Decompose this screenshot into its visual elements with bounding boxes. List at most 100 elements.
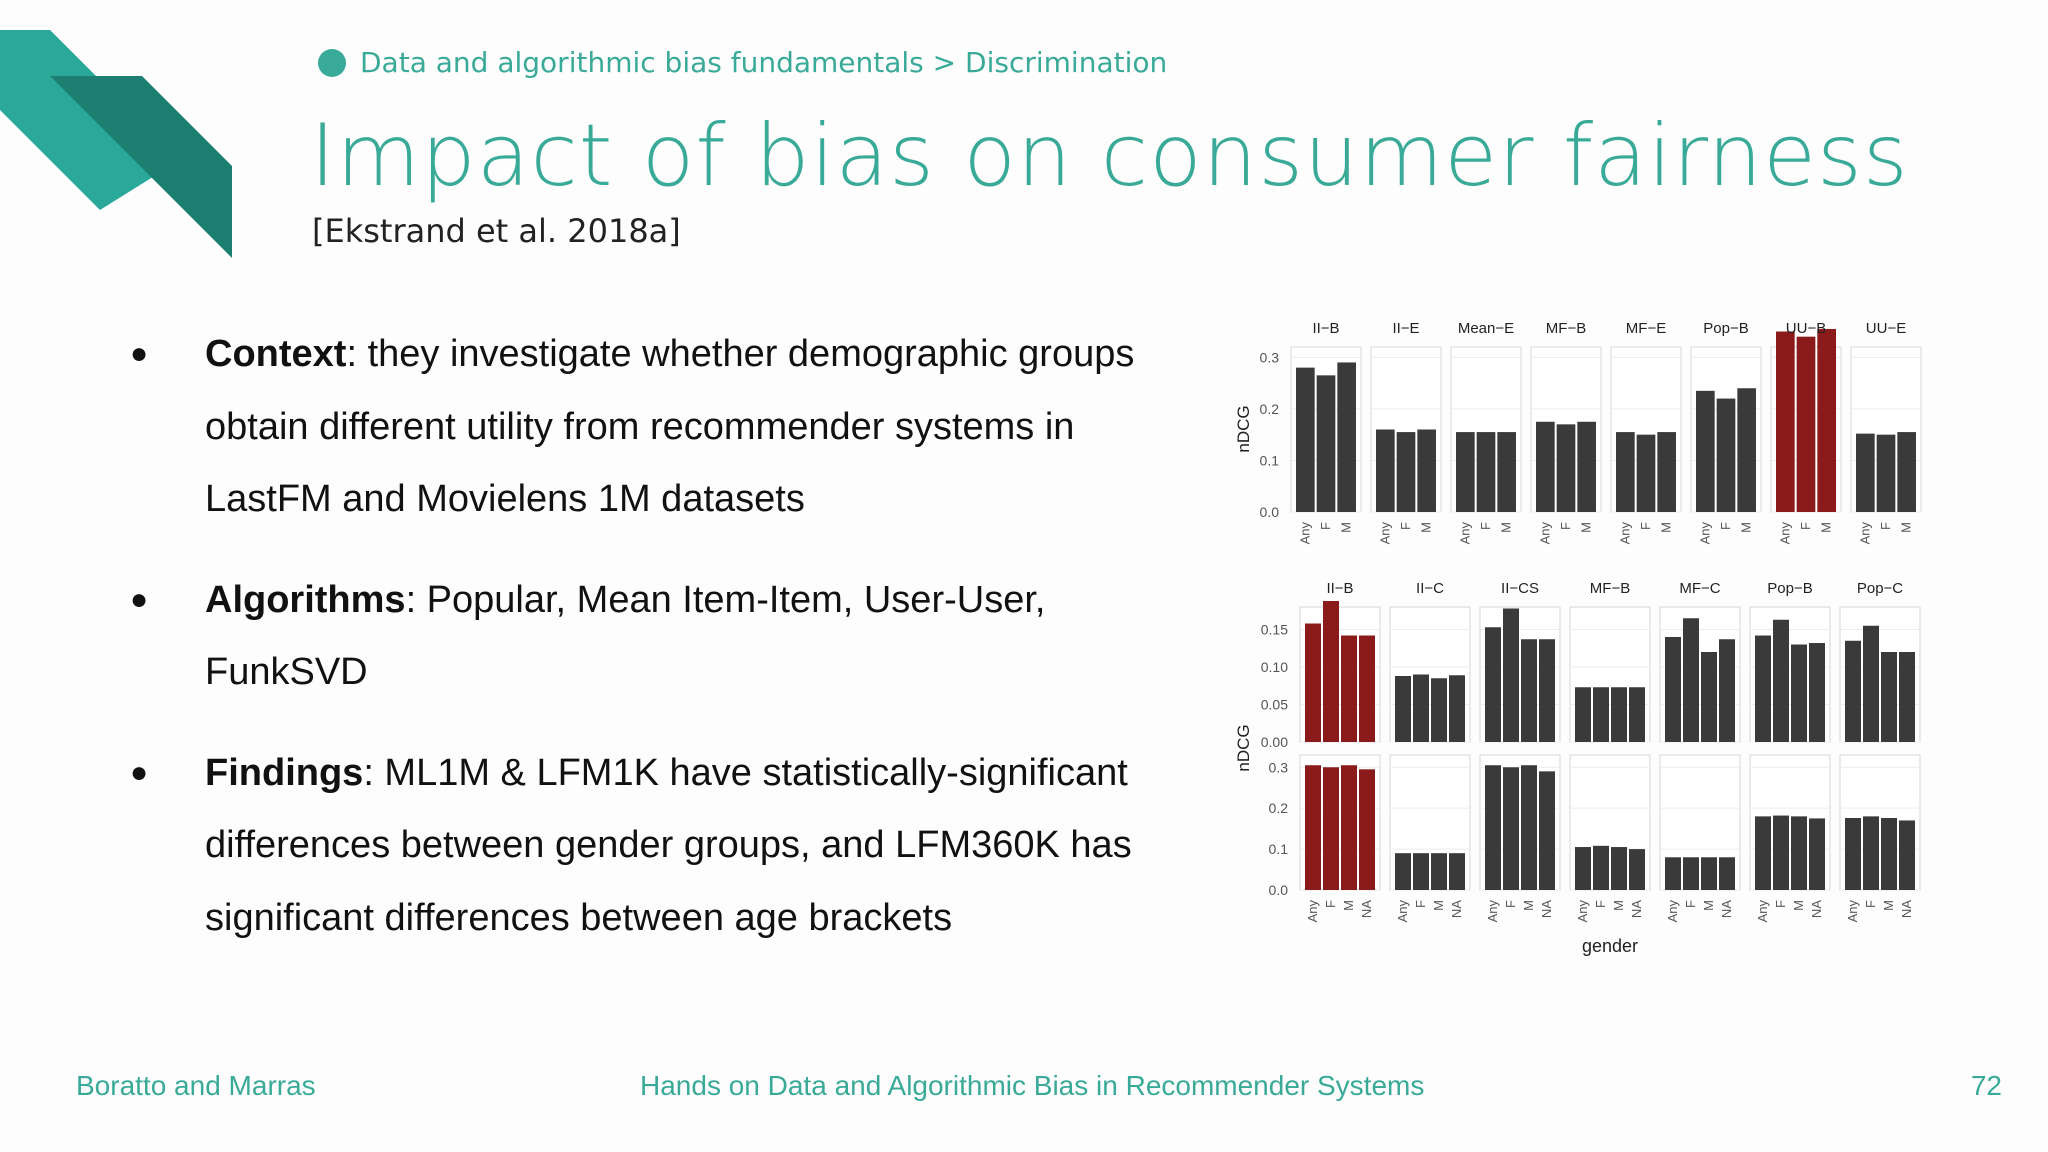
chart-bar [1737, 388, 1756, 512]
corner-decoration [0, 30, 232, 258]
chart-bar [1683, 857, 1699, 890]
chart-bar [1899, 652, 1915, 742]
panel-title: II−E [1392, 320, 1419, 337]
x-axis-label: gender [1582, 936, 1638, 956]
chart-bar [1716, 398, 1736, 512]
bullet-icon: ● [130, 582, 149, 616]
chart-bar [1503, 608, 1519, 742]
x-tick-label: F [1478, 522, 1493, 530]
x-tick-label: M [1899, 522, 1914, 533]
x-tick-label: NA [1899, 900, 1914, 918]
chart-bar [1539, 771, 1555, 890]
panel-title: Pop−B [1703, 320, 1748, 337]
citation: [Ekstrand et al. 2018a] [312, 212, 681, 250]
x-tick-label: Any [1617, 522, 1632, 545]
bullet-icon: ● [130, 755, 149, 789]
chart-bar [1817, 328, 1836, 512]
bullet-text: : they investigate whether demographic g… [205, 333, 1135, 520]
x-tick-label: M [1701, 900, 1716, 911]
bullet-text: : Popular, Mean Item-Item, User-User, Fu… [205, 578, 1046, 694]
chart-bar [1845, 818, 1861, 890]
panel-title: II−B [1312, 320, 1339, 337]
chart-bar [1636, 434, 1656, 512]
chart-bar [1629, 687, 1645, 742]
chart-bar [1611, 687, 1627, 742]
y-tick-label: 0.2 [1260, 401, 1280, 417]
x-tick-label: Any [1457, 522, 1472, 545]
x-tick-label: Any [1537, 522, 1552, 545]
chart-bar [1431, 853, 1447, 890]
chart-bar [1665, 637, 1681, 742]
x-tick-label: F [1323, 900, 1338, 908]
footer-authors: Boratto and Marras [76, 1070, 316, 1101]
chart-bar [1575, 687, 1591, 742]
x-tick-label: F [1593, 900, 1608, 908]
chart-bar [1629, 849, 1645, 890]
chart-bar [1856, 433, 1875, 512]
y-tick-label: 0.0 [1269, 882, 1289, 898]
chart-bar [1863, 625, 1879, 742]
chart-bar [1556, 424, 1576, 512]
x-tick-label: F [1683, 900, 1698, 908]
chart-bar [1476, 432, 1496, 512]
x-tick-label: NA [1719, 900, 1734, 918]
chart-bar [1683, 618, 1699, 742]
x-tick-label: NA [1629, 900, 1644, 918]
x-tick-label: M [1791, 900, 1806, 911]
chart-bar [1449, 675, 1465, 742]
chart-bar [1881, 652, 1897, 742]
x-tick-label: Any [1377, 522, 1392, 545]
chart-bar [1593, 687, 1609, 742]
x-tick-label: M [1579, 522, 1594, 533]
bullet-icon: ● [130, 337, 149, 370]
chart-bar [1899, 820, 1915, 890]
x-tick-label: Any [1485, 900, 1500, 923]
chart-bar [1657, 432, 1676, 512]
chart-bar [1521, 765, 1537, 890]
x-tick-label: NA [1449, 900, 1464, 918]
y-tick-label: 0.10 [1261, 659, 1288, 675]
panel-title: Pop−C [1857, 580, 1903, 597]
x-tick-label: Any [1697, 522, 1712, 545]
chart-bar [1881, 818, 1897, 890]
x-tick-label: F [1638, 522, 1653, 530]
chart-bar [1456, 432, 1475, 512]
x-tick-label: F [1798, 522, 1813, 530]
chart-bar [1665, 857, 1681, 890]
x-tick-label: Any [1395, 900, 1410, 923]
chart-bar [1897, 432, 1916, 512]
chart-bar [1341, 635, 1357, 742]
x-tick-label: Any [1777, 522, 1792, 545]
chart-bar [1701, 652, 1717, 742]
slide-title: Impact of bias on consumer fairness [310, 106, 1909, 206]
x-tick-label: F [1773, 900, 1788, 908]
bullet-list: ● Context: they investigate whether demo… [130, 318, 1170, 982]
page-number: 72 [1970, 1070, 2002, 1101]
panel-title: II−B [1326, 580, 1353, 597]
panel-title: II−C [1416, 580, 1444, 597]
x-tick-label: Any [1845, 900, 1860, 923]
y-tick-label: 0.15 [1261, 622, 1288, 638]
chart-bar [1413, 674, 1429, 742]
bullet-algorithms: ● Algorithms: Popular, Mean Item-Item, U… [130, 564, 1170, 709]
chart-bar [1539, 639, 1555, 742]
x-tick-label: F [1558, 522, 1573, 530]
footer-talk-title: Hands on Data and Algorithmic Bias in Re… [640, 1070, 1425, 1101]
y-tick-label: 0.3 [1260, 349, 1280, 365]
panel-title: UU−B [1786, 320, 1826, 337]
chart-bar [1316, 375, 1336, 512]
chart-bar [1337, 362, 1356, 512]
chart-bar [1611, 847, 1627, 890]
breadcrumb-text: Data and algorithmic bias fundamentals >… [360, 46, 1168, 79]
bullet-label: Algorithms [205, 578, 406, 621]
bullet-findings: ● Findings: ML1M & LFM1K have statistica… [130, 737, 1170, 955]
x-tick-label: F [1863, 900, 1878, 908]
chart-bar [1305, 623, 1321, 742]
bullet-text: : ML1M & LFM1K have statistically-signif… [205, 751, 1132, 939]
panel-title: MF−B [1590, 580, 1630, 597]
chart-bar [1296, 367, 1315, 512]
y-tick-label: 0.1 [1260, 452, 1280, 468]
x-tick-label: Any [1755, 900, 1770, 923]
x-tick-label: NA [1539, 900, 1554, 918]
chart-bar [1359, 769, 1375, 890]
